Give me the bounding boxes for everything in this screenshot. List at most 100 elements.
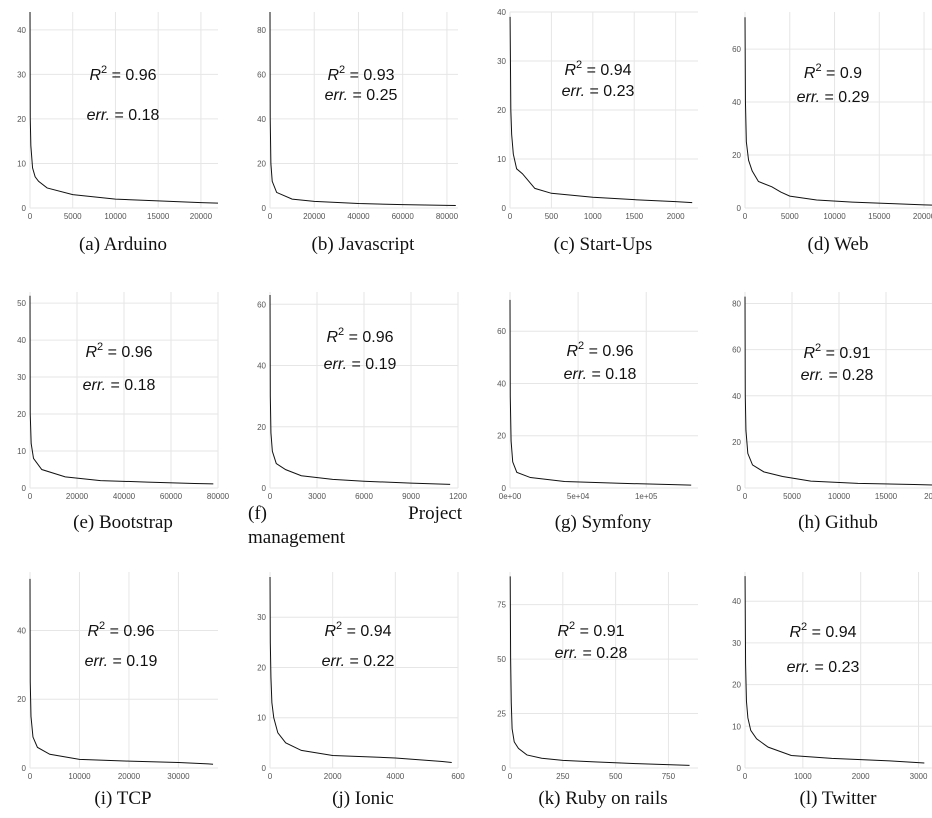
y-tick-label: 0 [262, 484, 267, 493]
y-tick-label: 30 [257, 613, 266, 622]
x-tick-label: 0 [28, 772, 33, 781]
x-tick-label: 5000 [64, 212, 82, 221]
rank-frequency-line [29, 295, 214, 485]
err-label: err. = 0.18 [87, 107, 160, 124]
y-tick-label: 10 [497, 155, 506, 164]
y-tick-label: 40 [497, 379, 506, 388]
err-label: err. = 0.23 [787, 659, 860, 676]
y-tick-label: 40 [732, 597, 741, 606]
err-label: err. = 0.18 [564, 366, 637, 383]
err-label: err. = 0.19 [324, 356, 397, 373]
rank-frequency-line [269, 577, 452, 763]
x-tick-label: 250 [556, 772, 570, 781]
y-tick-label: 10 [17, 159, 26, 168]
y-tick-label: 40 [732, 98, 741, 107]
x-tick-label: 15000 [875, 492, 898, 501]
y-tick-label: 0 [262, 204, 267, 213]
x-tick-label: 600 [451, 772, 465, 781]
err-label: err. = 0.19 [85, 653, 158, 670]
y-tick-label: 40 [17, 26, 26, 35]
y-tick-label: 40 [257, 115, 266, 124]
y-tick-label: 60 [732, 346, 741, 355]
y-tick-label: 30 [17, 373, 26, 382]
panel-caption: (e) Bootstrap [73, 512, 173, 533]
y-tick-label: 20 [257, 159, 266, 168]
y-tick-label: 20 [257, 423, 266, 432]
y-tick-label: 0 [502, 764, 507, 773]
rank-frequency-line [269, 11, 456, 207]
x-tick-label: 3000 [910, 772, 928, 781]
y-tick-label: 10 [17, 447, 26, 456]
x-tick-label: 20000 [190, 212, 213, 221]
panel-caption: (b) Javascript [311, 234, 415, 255]
y-tick-label: 40 [17, 626, 26, 635]
panel-caption: (i) TCP [94, 788, 152, 809]
x-tick-label: 10000 [828, 492, 851, 501]
x-tick-label: 20000 [118, 772, 141, 781]
y-tick-label: 0 [22, 204, 27, 213]
rank-frequency-line [509, 299, 692, 486]
x-tick-label: 750 [662, 772, 676, 781]
panel-caption: (f) Project management [248, 503, 462, 548]
panel-caption: (k) Ruby on rails [538, 788, 668, 809]
x-tick-label: 20000 [303, 212, 326, 221]
x-tick-label: 6000 [355, 492, 373, 501]
x-tick-label: 2000 [924, 492, 932, 501]
rank-frequency-line [744, 576, 925, 764]
y-tick-label: 0 [262, 764, 267, 773]
panel-caption: (c) Start-Ups [553, 234, 653, 255]
x-tick-label: 0 [508, 772, 513, 781]
y-tick-label: 60 [732, 45, 741, 54]
r2-label: R2 = 0.9 [804, 62, 862, 82]
y-tick-label: 10 [732, 722, 741, 731]
x-tick-label: 10000 [68, 772, 91, 781]
x-tick-label: 1000 [794, 772, 812, 781]
x-tick-label: 15000 [147, 212, 170, 221]
x-tick-label: 0e+00 [499, 492, 522, 501]
y-tick-label: 80 [257, 26, 266, 35]
x-tick-label: 0 [743, 772, 748, 781]
err-label: err. = 0.28 [801, 367, 874, 384]
x-tick-label: 1200 [449, 492, 467, 501]
x-tick-label: 0 [28, 212, 33, 221]
x-tick-label: 0 [743, 212, 748, 221]
y-tick-label: 20 [497, 432, 506, 441]
panel-caption: (l) Twitter [799, 788, 877, 809]
y-tick-label: 20 [17, 695, 26, 704]
x-tick-label: 9000 [402, 492, 420, 501]
x-tick-label: 500 [609, 772, 623, 781]
x-tick-label: 15000 [868, 212, 891, 221]
x-tick-label: 1e+05 [635, 492, 658, 501]
x-tick-label: 4000 [386, 772, 404, 781]
rank-frequency-line [744, 17, 932, 206]
y-tick-label: 50 [497, 655, 506, 664]
y-tick-label: 0 [502, 484, 507, 493]
r2-label: R2 = 0.94 [789, 621, 856, 641]
y-tick-label: 40 [17, 336, 26, 345]
x-tick-label: 0 [268, 212, 273, 221]
err-label: err. = 0.25 [325, 87, 398, 104]
x-tick-label: 2000 [667, 212, 685, 221]
err-label: err. = 0.23 [562, 83, 635, 100]
panel-caption: (g) Symfony [554, 512, 652, 533]
r2-label: R2 = 0.96 [87, 620, 154, 640]
r2-label: R2 = 0.96 [566, 340, 633, 360]
r2-label: R2 = 0.96 [89, 64, 156, 84]
r2-label: R2 = 0.91 [557, 620, 624, 640]
x-tick-label: 10000 [104, 212, 127, 221]
x-tick-label: 0 [268, 772, 273, 781]
x-tick-label: 0 [268, 492, 273, 501]
x-tick-label: 30000 [167, 772, 190, 781]
x-tick-label: 10000 [823, 212, 846, 221]
x-tick-label: 2000 [852, 772, 870, 781]
x-tick-label: 500 [545, 212, 559, 221]
x-tick-label: 1000 [584, 212, 602, 221]
x-tick-label: 2000 [324, 772, 342, 781]
